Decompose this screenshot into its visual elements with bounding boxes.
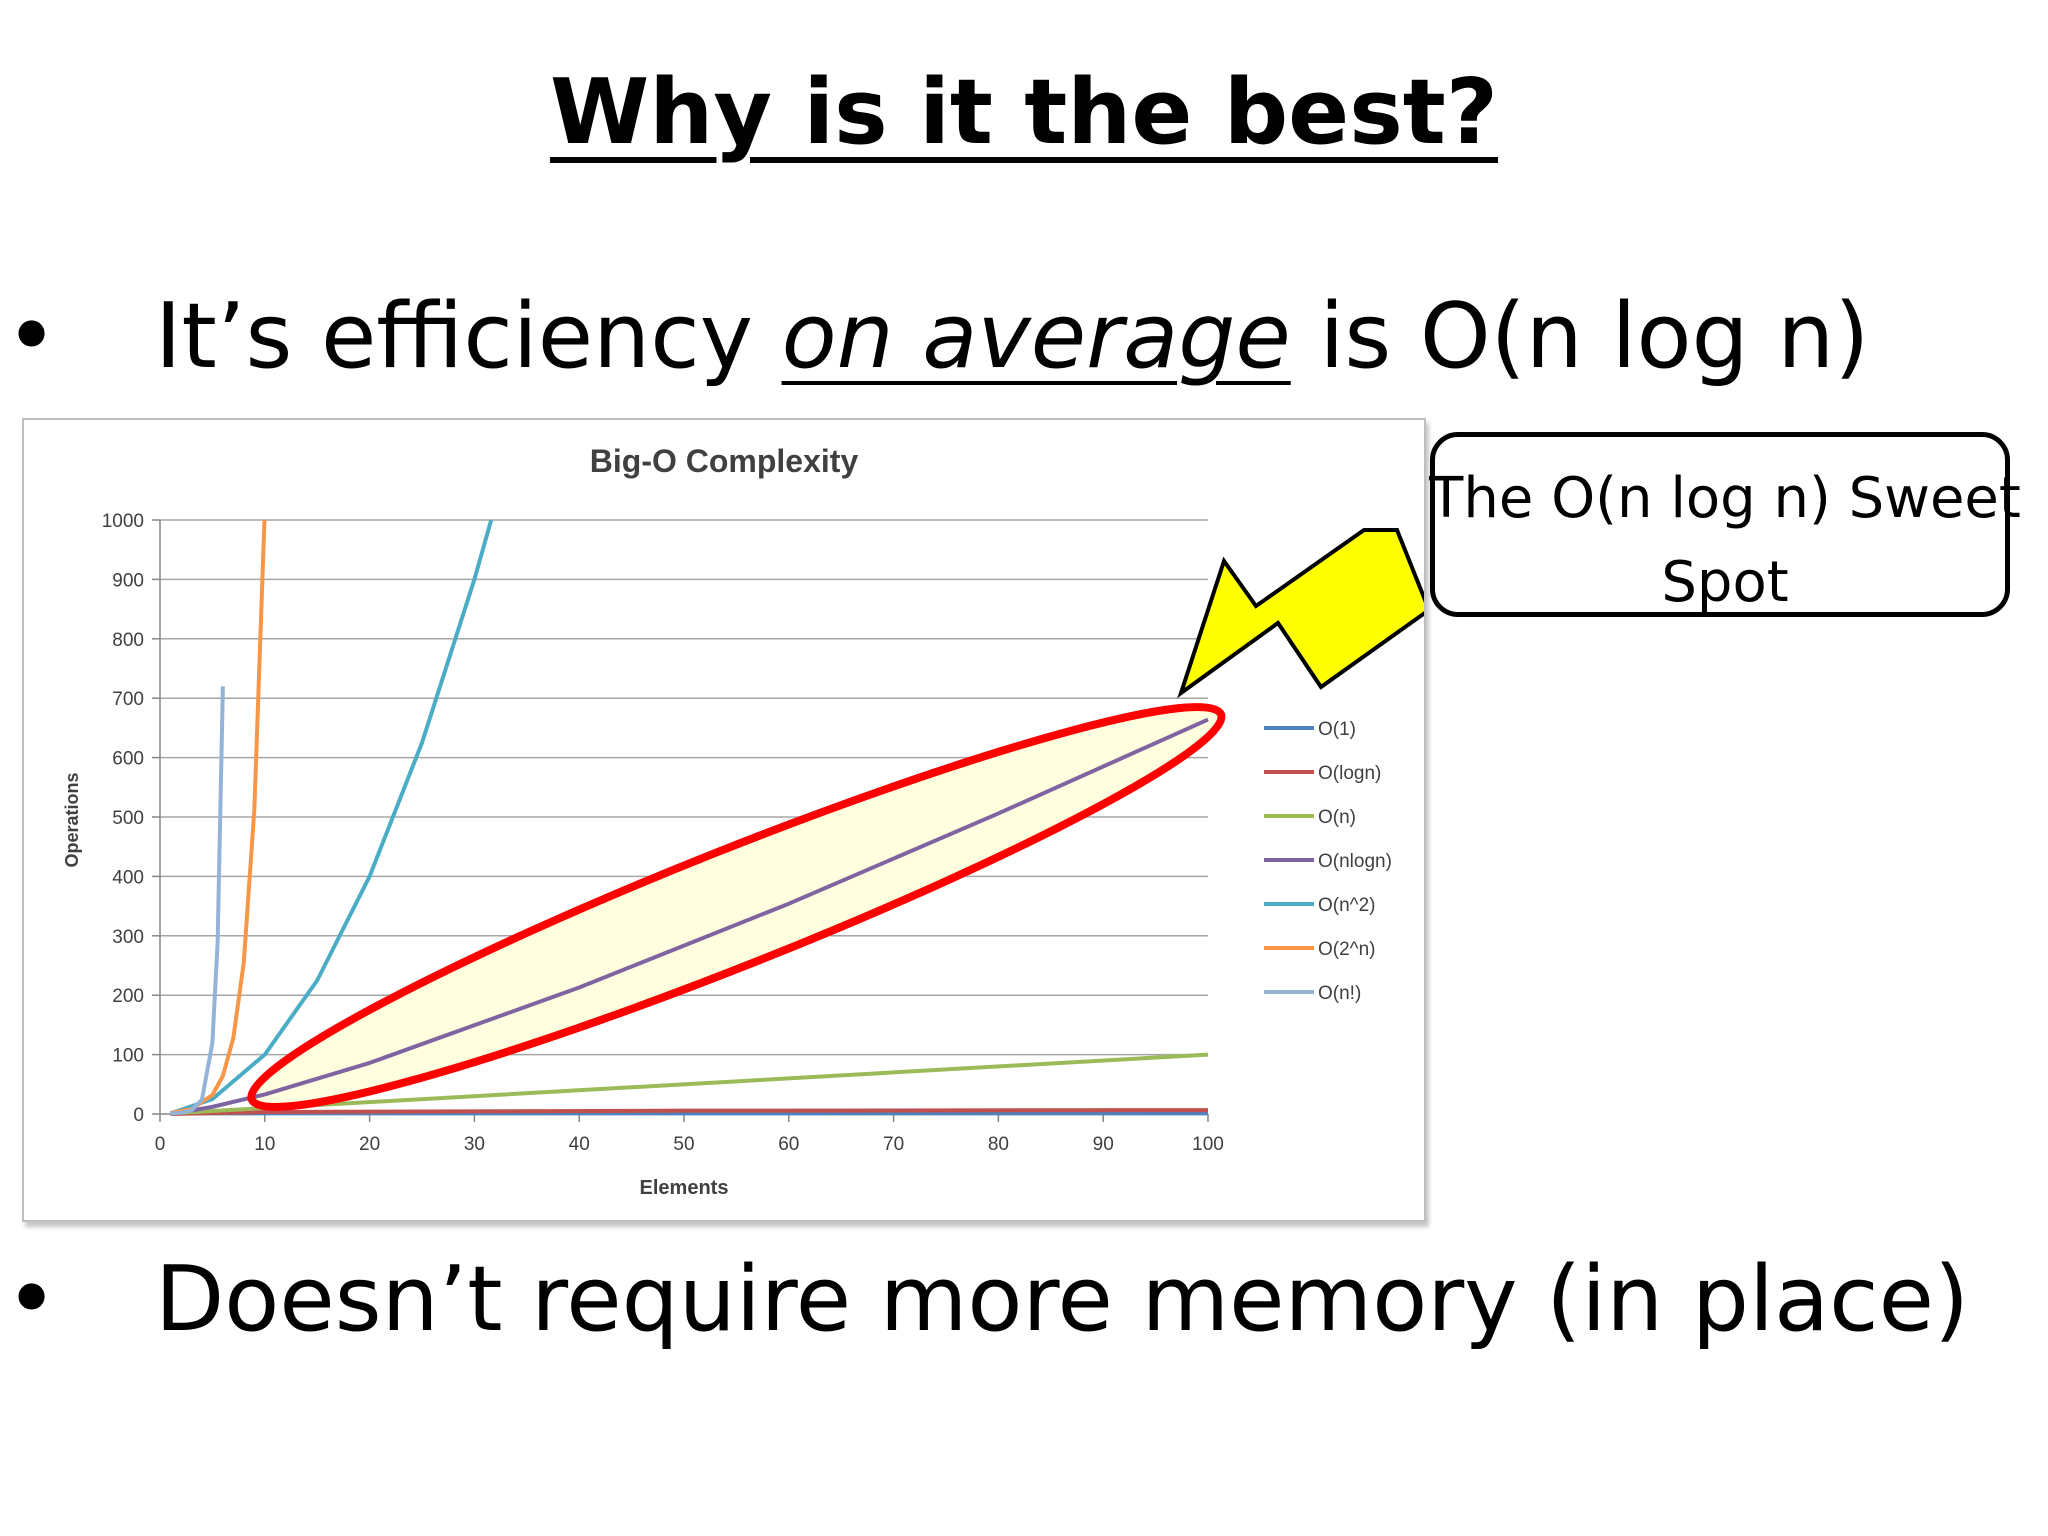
- legend-label-O(n): O(n): [1318, 807, 1356, 828]
- chart-frame: Big-O Complexity 0 100 200 300 400 500 600 700 80…: [22, 418, 1426, 1222]
- y-tick-label-400: 400: [112, 867, 144, 888]
- legend-label-O(n!): O(n!): [1318, 983, 1361, 1004]
- x-tick-label-90: 90: [1093, 1134, 1114, 1155]
- sweet-spot-ellipse-fill: [251, 707, 1222, 1107]
- bullet-2-text: Doesn’t require more memory (in place): [155, 1247, 1970, 1352]
- y-tick-label-900: 900: [112, 570, 144, 591]
- legend-label-O(logn): O(logn): [1318, 763, 1381, 784]
- series-line-O(n^2): [169, 519, 494, 1116]
- chart-title: Big-O Complexity: [590, 443, 859, 479]
- legend-label-O(nlogn): O(nlogn): [1318, 851, 1392, 872]
- y-tick-label-1000: 1000: [102, 511, 144, 532]
- big-o-chart: Big-O Complexity010020030040050060070080…: [62, 443, 1424, 1199]
- x-tick-label-10: 10: [254, 1134, 275, 1155]
- x-tick-label-20: 20: [359, 1134, 380, 1155]
- callout-box: The O(n log n) Sweet Spot: [1429, 432, 2021, 617]
- y-axis-label: Operations: [62, 772, 82, 867]
- x-tick-label-100: 100: [1192, 1134, 1224, 1155]
- x-tick-label-50: 50: [673, 1134, 694, 1155]
- x-axis-label: Elements: [640, 1177, 729, 1199]
- y-tick-label-300: 300: [112, 927, 144, 948]
- series-line-O(nlogn): [170, 717, 1209, 1116]
- y-tick-label-0: 0: [133, 1105, 144, 1126]
- sweet-spot-ellipse: [247, 703, 1226, 1111]
- x-tick-label-80: 80: [988, 1134, 1009, 1155]
- x-tick-label-30: 30: [464, 1134, 485, 1155]
- bullet-memory: • Doesn’t require more memory (in place): [5, 1245, 1970, 1355]
- x-tick-label-70: 70: [883, 1134, 904, 1155]
- bullet-efficiency: • It’s efficiency on average is O(n log n…: [5, 282, 1870, 392]
- slide-title: Why is it the best?: [0, 58, 2048, 168]
- legend-label-O(1): O(1): [1318, 719, 1356, 740]
- y-tick-label-700: 700: [112, 689, 144, 710]
- slide-title-text: Why is it the best?: [549, 60, 1499, 165]
- legend-label-O(n^2): O(n^2): [1318, 895, 1375, 916]
- bullet-dot: •: [5, 284, 59, 389]
- series-line-O(n): [170, 1052, 1209, 1116]
- bullet-1-emphasis: on average: [781, 284, 1291, 389]
- x-tick-label-60: 60: [778, 1134, 799, 1155]
- series-line-O(n!): [170, 686, 225, 1116]
- legend-label-O(2^n): O(2^n): [1318, 939, 1375, 960]
- bullet-1-after: is O(n log n): [1290, 284, 1870, 389]
- y-tick-label-500: 500: [112, 808, 144, 829]
- y-tick-label-100: 100: [112, 1046, 144, 1067]
- y-tick-label-800: 800: [112, 630, 144, 651]
- y-tick-label-200: 200: [112, 986, 144, 1007]
- bullet-1-before: It’s efficiency: [155, 284, 782, 389]
- series-line-O(logn): [170, 1108, 1209, 1116]
- x-tick-label-0: 0: [155, 1134, 166, 1155]
- x-tick-label-40: 40: [569, 1134, 590, 1155]
- y-tick-label-600: 600: [112, 749, 144, 770]
- yellow-arrow: [1177, 528, 1424, 699]
- callout-text: The O(n log n) Sweet Spot: [1429, 466, 2021, 615]
- bullet-dot: •: [5, 1247, 59, 1352]
